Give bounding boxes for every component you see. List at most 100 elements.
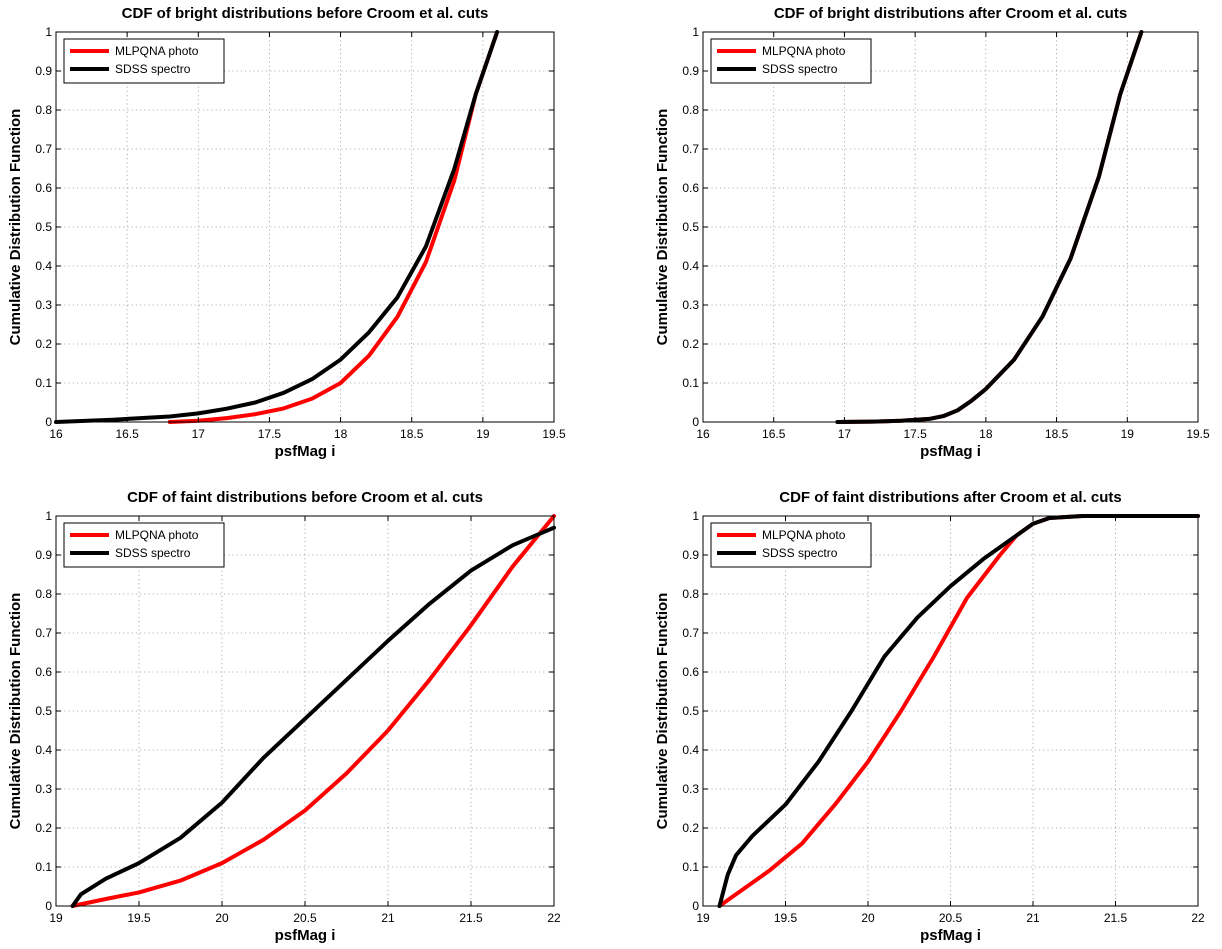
legend-entry: SDSS spectro [115, 546, 191, 560]
y-tick-label: 0.2 [35, 337, 52, 351]
legend: MLPQNA photo SDSS spectro [710, 38, 872, 84]
y-tick-label: 0.1 [35, 376, 52, 390]
x-tick-label: 18 [979, 427, 993, 441]
x-tick-label: 16 [49, 427, 63, 441]
y-tick-label: 0.7 [682, 626, 699, 640]
x-tick-label: 17.5 [258, 427, 282, 441]
y-tick-label: 0.6 [682, 665, 699, 679]
x-tick-label: 18.5 [1045, 427, 1069, 441]
x-tick-label: 19 [476, 427, 490, 441]
y-tick-label: 0.1 [682, 376, 699, 390]
legend-box [710, 38, 872, 84]
x-tick-label: 20 [861, 911, 875, 925]
chart-panel-4: 19 19.5 20 20.5 21 21.5 22 0 0.1 0.2 0.3 0.4 0.5 0.6 0… [654, 489, 1205, 944]
series-line-sdss-spectro [835, 30, 1144, 424]
legend-entry: MLPQNA photo [115, 44, 199, 58]
legend-box [710, 522, 872, 568]
x-tick-label: 18 [334, 427, 348, 441]
x-tick-label: 17 [192, 427, 206, 441]
chart-panel-2: 16 16.5 17 17.5 18 18.5 19 19.5 0 0.1 0.2 0.3 0.4 0.5… [654, 5, 1210, 460]
x-tick-label: 19.5 [1186, 427, 1210, 441]
x-tick-label: 20 [215, 911, 229, 925]
x-axis-label: psfMag i [920, 927, 981, 944]
y-tick-label: 0.4 [682, 259, 699, 273]
y-tick-label: 0.5 [682, 704, 699, 718]
y-axis-label: Cumulative Distribution Function [654, 593, 671, 830]
x-tick-label: 20.5 [939, 911, 963, 925]
y-tick-label: 0 [692, 415, 699, 429]
y-tick-label: 1 [692, 25, 699, 39]
chart-title: CDF of bright distributions after Croom … [774, 5, 1127, 22]
x-tick-label: 16.5 [115, 427, 139, 441]
y-tick-label: 0.5 [682, 220, 699, 234]
x-tick-label: 21 [1026, 911, 1040, 925]
legend: MLPQNA photo SDSS spectro [63, 522, 225, 568]
legend-box [63, 38, 225, 84]
y-tick-label: 0 [692, 899, 699, 913]
series-line-sdss-spectro [70, 525, 556, 908]
y-tick-label: 0.2 [682, 337, 699, 351]
y-tick-label: 0.7 [682, 142, 699, 156]
legend-entry: SDSS spectro [115, 62, 191, 76]
chart-title: CDF of faint distributions after Croom e… [779, 489, 1122, 506]
legend-entry: SDSS spectro [762, 546, 838, 560]
y-tick-label: 0.2 [35, 821, 52, 835]
y-tick-label: 0.4 [35, 259, 52, 273]
y-tick-label: 0.4 [35, 743, 52, 757]
x-tick-label: 18.5 [400, 427, 424, 441]
y-tick-label: 1 [45, 25, 52, 39]
y-tick-label: 0.1 [35, 860, 52, 874]
legend: MLPQNA photo SDSS spectro [63, 38, 225, 84]
x-tick-label: 19 [696, 911, 710, 925]
chart-panel-3: 19 19.5 20 20.5 21 21.5 22 0 0.1 0.2 0.3 0.4 0.5 0.6 0… [7, 489, 561, 944]
legend-entry: MLPQNA photo [115, 528, 199, 542]
series-line-mlpqna-photo [167, 30, 500, 424]
x-tick-label: 17 [838, 427, 852, 441]
y-tick-label: 0.8 [682, 587, 699, 601]
chart-panel-1: 16 16.5 17 17.5 18 18.5 19 19.5 0 0.1 0.2 0.3 0.4 0.5… [7, 5, 566, 460]
chart-title: CDF of bright distributions before Croom… [122, 5, 489, 22]
x-tick-label: 22 [1191, 911, 1205, 925]
x-tick-label: 20.5 [293, 911, 317, 925]
x-tick-label: 19 [49, 911, 63, 925]
y-tick-label: 0.9 [682, 548, 699, 562]
legend-entry: SDSS spectro [762, 62, 838, 76]
chart-title: CDF of faint distributions before Croom … [127, 489, 483, 506]
y-tick-label: 0.8 [35, 587, 52, 601]
legend: MLPQNA photo SDSS spectro [710, 522, 872, 568]
x-axis-label: psfMag i [920, 443, 981, 460]
y-tick-label: 1 [45, 509, 52, 523]
x-tick-label: 22 [547, 911, 561, 925]
y-tick-label: 0.9 [35, 548, 52, 562]
x-tick-label: 21.5 [1104, 911, 1128, 925]
y-tick-label: 0.3 [35, 298, 52, 312]
legend-entry: MLPQNA photo [762, 44, 846, 58]
y-tick-label: 0.7 [35, 142, 52, 156]
x-axis-label: psfMag i [275, 443, 336, 460]
x-tick-label: 16 [696, 427, 710, 441]
y-tick-label: 0.3 [682, 782, 699, 796]
x-tick-label: 21 [381, 911, 395, 925]
y-axis-label: Cumulative Distribution Function [654, 109, 671, 346]
y-tick-label: 0.5 [35, 704, 52, 718]
x-tick-label: 21.5 [459, 911, 483, 925]
series-line-mlpqna-photo [70, 514, 556, 908]
y-tick-label: 0.8 [35, 103, 52, 117]
x-tick-label: 19 [1121, 427, 1135, 441]
y-tick-label: 0.1 [682, 860, 699, 874]
y-tick-label: 1 [692, 509, 699, 523]
y-tick-label: 0.4 [682, 743, 699, 757]
y-tick-label: 0.8 [682, 103, 699, 117]
y-axis-label: Cumulative Distribution Function [7, 593, 24, 830]
series-line-sdss-spectro [717, 514, 1200, 908]
y-tick-label: 0.9 [35, 64, 52, 78]
x-tick-label: 17.5 [903, 427, 927, 441]
y-tick-label: 0.3 [682, 298, 699, 312]
x-axis-label: psfMag i [275, 927, 336, 944]
y-tick-label: 0 [45, 899, 52, 913]
x-tick-label: 19.5 [774, 911, 798, 925]
y-tick-label: 0 [45, 415, 52, 429]
y-tick-label: 0.7 [35, 626, 52, 640]
x-tick-label: 19.5 [127, 911, 151, 925]
